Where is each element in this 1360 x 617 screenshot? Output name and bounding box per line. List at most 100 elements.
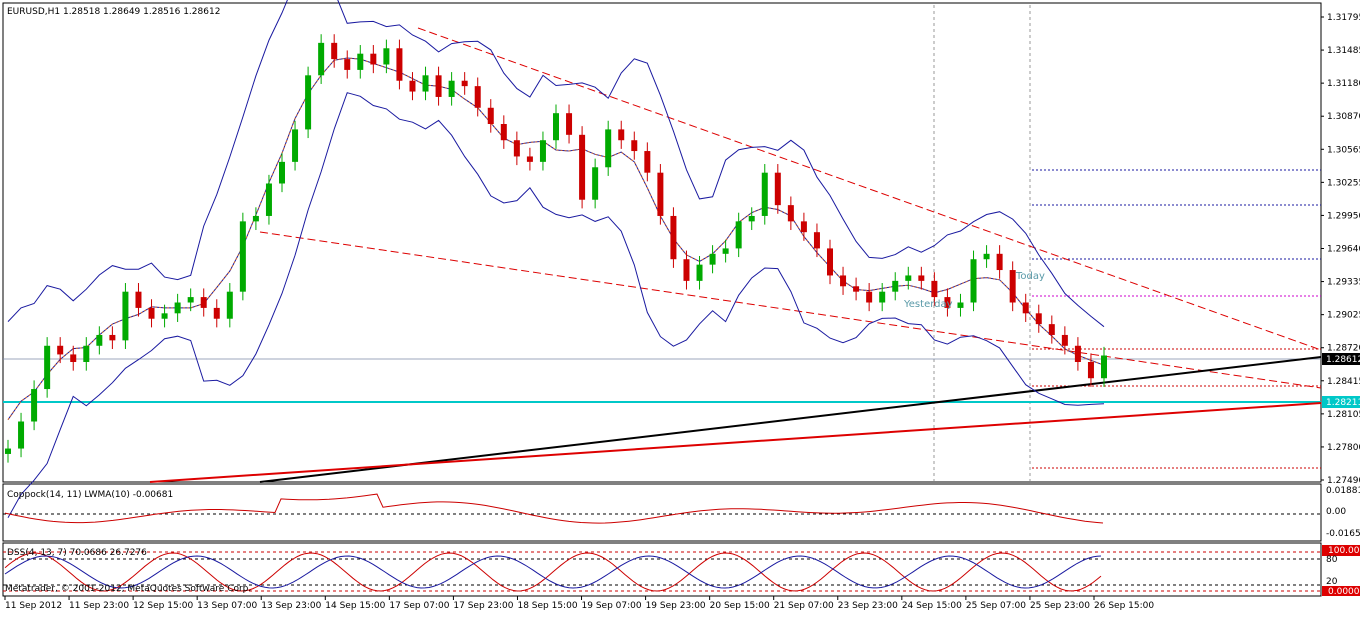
time-axis-label: 11 Sep 2012	[5, 601, 62, 611]
black-support-trendline	[259, 356, 1322, 483]
candle-body	[370, 53, 377, 65]
coppock-axis-label: 0.01881	[1326, 486, 1360, 496]
candle-body	[1022, 302, 1029, 314]
price-axis-label: 1.29640	[1327, 245, 1360, 255]
candle-body	[226, 291, 233, 319]
coppock-axis-label: 0.00	[1326, 507, 1346, 517]
candle-body	[553, 113, 559, 141]
candle-body	[631, 140, 638, 152]
time-axis-label: 25 Sep 07:00	[966, 601, 1026, 611]
candle-body	[1009, 270, 1016, 303]
coppock-label: Coppock(14, 11) LWMA(10) -0.00681	[7, 490, 173, 500]
candle-body	[853, 286, 860, 292]
candle-body	[709, 253, 716, 265]
time-axis-label: 17 Sep 23:00	[453, 601, 513, 611]
candle-body	[435, 75, 442, 97]
candle-body	[539, 140, 546, 162]
current-price-text: 1.28612	[1326, 355, 1360, 365]
price-axis-label: 1.29950	[1327, 211, 1360, 221]
candle-body	[774, 172, 781, 206]
price-axis-label: 1.28105	[1327, 410, 1360, 420]
red-support-trendline	[149, 402, 1322, 483]
time-axis-label: 13 Sep 23:00	[261, 601, 321, 611]
bollinger-lower	[7, 92, 1105, 519]
price-axis-label: 1.29335	[1327, 278, 1360, 288]
candle-body	[31, 389, 38, 422]
candle-body	[200, 297, 207, 308]
candle-body	[787, 205, 794, 222]
coppock-panel[interactable]	[2, 483, 1322, 542]
main-panel[interactable]	[2, 2, 1322, 483]
price-axis-label: 1.31485	[1327, 46, 1360, 56]
candle-body	[996, 253, 1003, 271]
price-axis-label: 1.31795	[1327, 13, 1360, 23]
price-axis-label: 1.28720	[1327, 344, 1360, 354]
candle-body	[83, 345, 90, 362]
candle-body	[696, 264, 703, 281]
candle-body	[1074, 345, 1081, 362]
candle-body	[618, 129, 625, 141]
candle-body	[866, 291, 873, 303]
candle-body	[879, 291, 886, 303]
time-axis-label: 14 Sep 15:00	[325, 601, 385, 611]
candle-body	[357, 53, 364, 70]
candle-body	[305, 75, 312, 130]
candle-body	[813, 232, 820, 249]
candle-body	[135, 291, 142, 308]
time-axis-label: 12 Sep 15:00	[133, 601, 193, 611]
current-price-badge	[1322, 353, 1360, 365]
candle-body	[957, 302, 964, 308]
candle-body	[461, 80, 468, 87]
dss-axis-80: 80	[1326, 555, 1338, 565]
candle-body	[265, 183, 272, 216]
time-axis-label: 26 Sep 15:00	[1094, 601, 1154, 611]
candle-body	[161, 313, 168, 319]
candle-body	[487, 107, 494, 124]
candle-body	[396, 48, 403, 81]
dss-bottom-badge	[1322, 586, 1360, 596]
candle-body	[187, 297, 194, 303]
candle-body	[657, 172, 664, 216]
time-axis-label: 25 Sep 23:00	[1030, 601, 1090, 611]
candle-body	[748, 215, 755, 222]
candle-body	[122, 291, 129, 341]
candle-body	[1048, 324, 1055, 335]
dss-axis-20: 20	[1326, 577, 1338, 587]
candle-body	[44, 345, 51, 390]
candle-body	[174, 302, 181, 314]
symbol-info-label: EURUSD,H1 1.28518 1.28649 1.28516 1.2861…	[7, 7, 220, 17]
coppock-axis-label: -0.01658	[1326, 529, 1360, 539]
time-axis-label: 18 Sep 15:00	[517, 601, 577, 611]
candle-body	[344, 59, 351, 70]
candle-body	[592, 167, 599, 200]
candle-body	[422, 75, 429, 92]
lower-channel-trendline	[259, 231, 1322, 389]
candle-body	[605, 129, 612, 168]
price-axis-label: 1.30255	[1327, 178, 1360, 188]
candle-body	[566, 113, 573, 135]
price-axis-label: 1.29025	[1327, 311, 1360, 321]
time-axis-label: 13 Sep 07:00	[197, 601, 257, 611]
candle-body	[944, 297, 951, 308]
candle-body	[840, 275, 847, 287]
time-axis-label: 20 Sep 15:00	[710, 601, 770, 611]
candle-body	[800, 221, 807, 233]
bollinger-upper	[7, 0, 1105, 328]
dss-label: DSS(4, 13, 7) 70.0686 26.7276	[7, 548, 147, 558]
candle-body	[931, 280, 938, 298]
candle-body	[5, 448, 11, 454]
candle-body	[1087, 362, 1094, 379]
resistance-trendline	[417, 27, 1322, 351]
price-axis-label: 1.30565	[1327, 145, 1360, 155]
time-axis-label: 24 Sep 15:00	[902, 601, 962, 611]
candle-body	[761, 172, 768, 216]
candle-body	[70, 354, 77, 362]
candle-body	[1061, 334, 1068, 346]
price-axis-label: 1.28415	[1327, 377, 1360, 387]
candle-body	[148, 307, 155, 319]
candle-body	[905, 275, 912, 281]
candle-body	[383, 48, 390, 65]
candle-body	[18, 421, 25, 449]
